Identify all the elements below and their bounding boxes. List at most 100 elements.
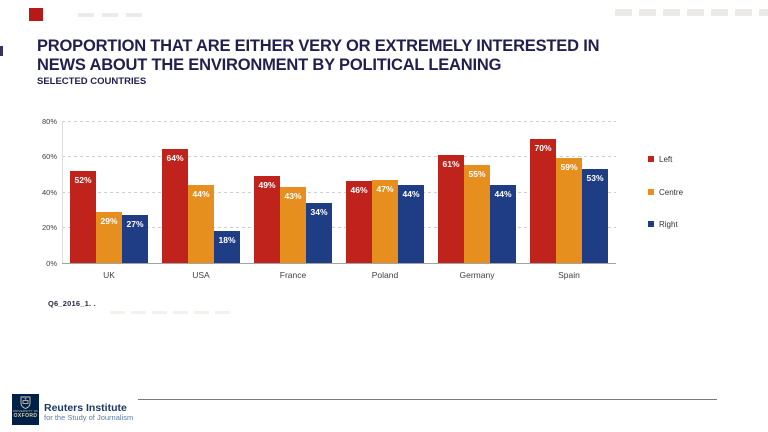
- bar-value-label: 49%: [258, 180, 276, 191]
- bar-value-label: 34%: [310, 206, 328, 217]
- page-title-line1: PROPORTION THAT ARE EITHER VERY OR EXTRE…: [37, 37, 600, 55]
- x-axis-label-uk: UK: [103, 270, 115, 280]
- legend-label-right: Right: [659, 219, 678, 229]
- bar-value-label: 59%: [560, 162, 578, 173]
- bar-group-uk: 52% 29% 27%: [70, 121, 148, 263]
- bar-centre-spain: 59%: [556, 158, 582, 263]
- bar-right-poland: 44%: [398, 184, 424, 263]
- y-tick-label: 20%: [41, 223, 57, 232]
- legend-item-left: Left: [648, 154, 672, 164]
- oxford-logo-text-line1: UNIVERSITY OF: [12, 409, 39, 413]
- x-axis-label-france: France: [279, 270, 307, 280]
- gridline-20: [62, 227, 616, 228]
- bar-value-label: 70%: [534, 142, 552, 153]
- oxford-university-logo: UNIVERSITY OF OXFORD: [12, 394, 39, 425]
- bar-value-label: 44%: [192, 188, 210, 199]
- watermark-dash: [173, 311, 188, 314]
- x-axis-label-germany: Germany: [459, 270, 495, 280]
- corner-accent-square: [29, 8, 43, 21]
- bar-right-france: 34%: [306, 202, 332, 263]
- watermark-dash: [759, 9, 768, 16]
- bar-value-label: 64%: [166, 153, 184, 164]
- watermark-dash: [131, 311, 146, 314]
- bar-value-label: 43%: [284, 190, 302, 201]
- watermark-dash: [639, 9, 656, 16]
- legend-swatch-left: [648, 156, 654, 162]
- y-axis-line: [62, 121, 63, 263]
- x-axis-line: [62, 263, 616, 264]
- bar-left-france: 49%: [254, 176, 280, 263]
- bar-right-germany: 44%: [490, 184, 516, 263]
- watermark-dashes-under-source: [110, 311, 236, 314]
- page-subtitle: SELECTED COUNTRIES: [37, 76, 147, 87]
- x-axis-label-poland: Poland: [371, 270, 399, 280]
- gridline-80: [62, 120, 616, 122]
- bar-right-uk: 27%: [122, 215, 148, 263]
- reuters-institute-tagline: for the Study of Journalism: [44, 413, 134, 422]
- bar-value-label: 61%: [442, 158, 460, 169]
- bar-value-label: 53%: [586, 172, 604, 183]
- bar-group-poland: 46% 47% 44%: [346, 121, 424, 263]
- bar-centre-usa: 44%: [188, 184, 214, 263]
- bar-left-poland: 46%: [346, 181, 372, 263]
- bar-value-label: 18%: [218, 235, 236, 246]
- reuters-institute-name: Reuters Institute: [44, 402, 127, 414]
- bar-value-label: 44%: [402, 188, 420, 199]
- watermark-dashes-top-right: [615, 9, 768, 16]
- bar-group-spain: 70% 59% 53%: [530, 121, 608, 263]
- legend-item-right: Right: [648, 219, 678, 229]
- bar-value-label: 46%: [350, 185, 368, 196]
- bar-left-spain: 70%: [530, 138, 556, 263]
- bar-centre-france: 43%: [280, 186, 306, 263]
- x-axis-label-usa: USA: [192, 270, 210, 280]
- y-tick-label: 60%: [41, 152, 57, 161]
- watermark-dash: [215, 311, 230, 314]
- gridline-40: [62, 191, 616, 193]
- bar-centre-germany: 55%: [464, 165, 490, 263]
- watermark-dash: [711, 9, 728, 16]
- legend-swatch-centre: [648, 189, 654, 195]
- y-tick-label: 80%: [41, 116, 57, 126]
- bar-value-label: 47%: [376, 183, 394, 194]
- bar-group-germany: 61% 55% 44%: [438, 121, 516, 263]
- legend-swatch-right: [648, 221, 654, 227]
- watermark-dash: [194, 311, 209, 314]
- gridline-60: [62, 156, 616, 157]
- legend-label-centre: Centre: [659, 187, 684, 197]
- bar-centre-poland: 47%: [372, 179, 398, 263]
- watermark-dash: [126, 13, 142, 17]
- bar-right-spain: 53%: [582, 168, 608, 263]
- bar-left-germany: 61%: [438, 154, 464, 263]
- watermark-dash: [663, 9, 680, 16]
- bar-left-uk: 52%: [70, 170, 96, 263]
- watermark-dash: [152, 311, 167, 314]
- legend-item-centre: Centre: [648, 187, 683, 197]
- bar-left-usa: 64%: [162, 149, 188, 263]
- footer-divider: [138, 399, 717, 400]
- watermark-dash: [615, 9, 632, 16]
- y-tick-label: 40%: [41, 187, 57, 197]
- watermark-dash: [687, 9, 704, 16]
- bar-value-label: 55%: [468, 169, 486, 180]
- page-title: PROPORTION THAT ARE EITHER VERY OR EXTRE…: [37, 37, 600, 75]
- bar-right-usa: 18%: [214, 231, 240, 263]
- watermark-dashes-top-left: [78, 13, 150, 17]
- bar-centre-uk: 29%: [96, 211, 122, 263]
- bar-value-label: 29%: [100, 215, 118, 226]
- page-title-line2: NEWS ABOUT THE ENVIRONMENT BY POLITICAL …: [37, 56, 502, 74]
- bar-value-label: 27%: [126, 219, 144, 230]
- watermark-dash: [735, 9, 752, 16]
- legend-label-left: Left: [659, 154, 673, 164]
- x-axis-label-spain: Spain: [558, 270, 580, 280]
- left-edge-mark: [0, 46, 3, 56]
- bar-group-usa: 64% 44% 18%: [162, 121, 240, 263]
- oxford-crest-icon: [20, 396, 31, 409]
- watermark-dash: [110, 311, 125, 314]
- oxford-logo-text-line2: OXFORD: [13, 413, 38, 419]
- y-tick-label: 0%: [46, 258, 57, 268]
- bar-value-label: 44%: [494, 188, 512, 199]
- bar-value-label: 52%: [74, 174, 92, 185]
- bar-group-france: 49% 43% 34%: [254, 121, 332, 263]
